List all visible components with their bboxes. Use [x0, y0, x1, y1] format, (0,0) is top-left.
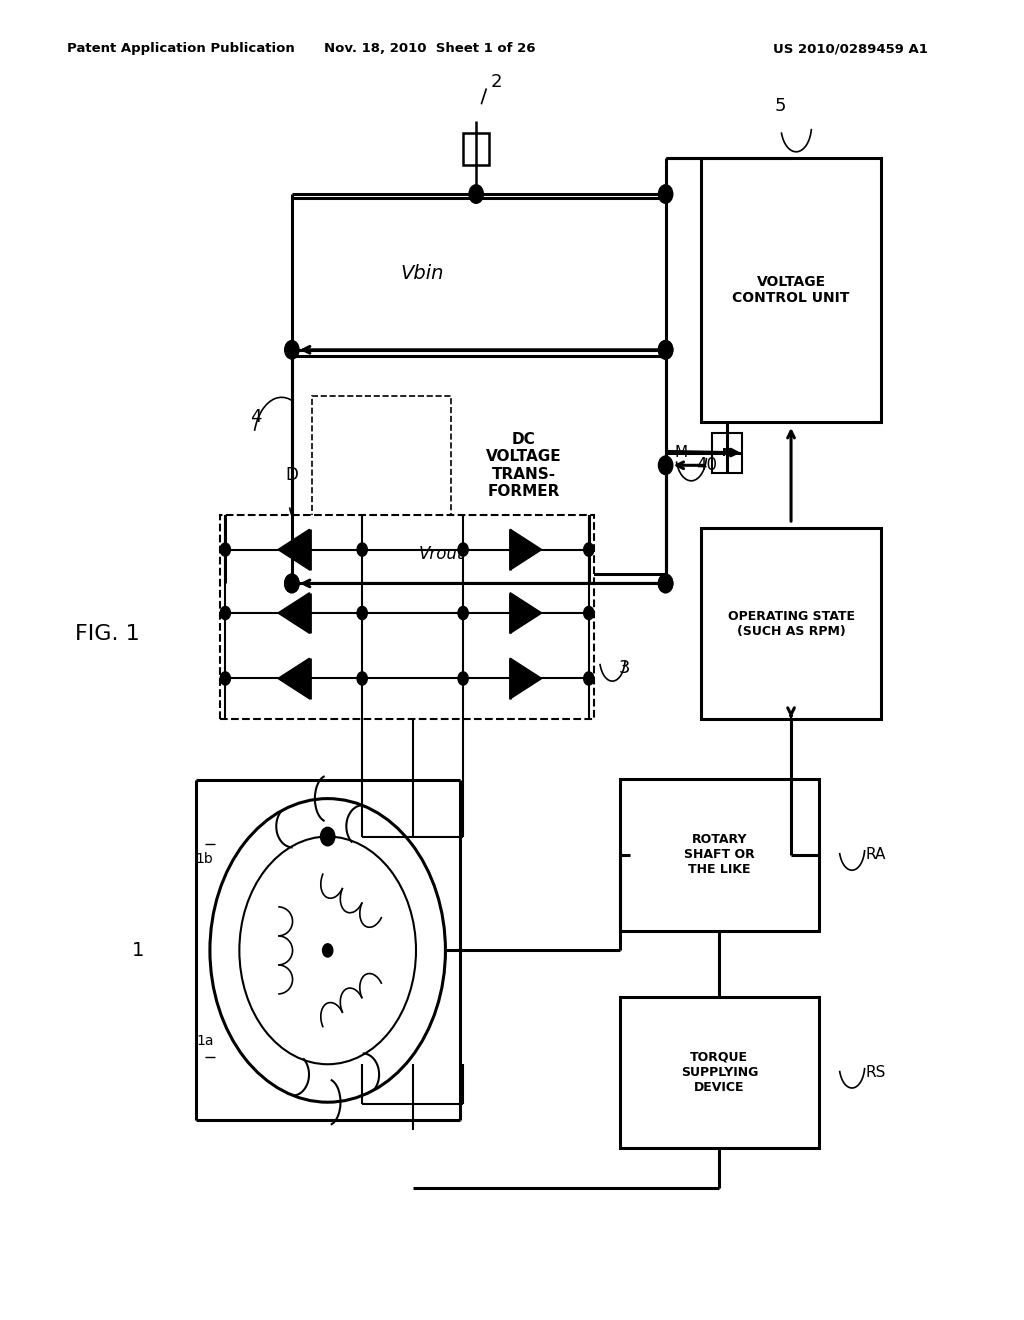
Bar [701, 528, 881, 719]
Circle shape [658, 341, 673, 359]
Circle shape [584, 672, 594, 685]
Text: 3: 3 [618, 659, 631, 677]
Circle shape [658, 341, 673, 359]
Polygon shape [510, 593, 542, 634]
Polygon shape [510, 529, 542, 570]
Text: VOLTAGE
CONTROL UNIT: VOLTAGE CONTROL UNIT [732, 276, 850, 305]
Circle shape [458, 606, 468, 619]
Circle shape [285, 341, 299, 359]
Text: 4: 4 [250, 408, 262, 426]
Bar [292, 356, 666, 574]
Bar [712, 433, 742, 473]
Text: RS: RS [865, 1065, 886, 1080]
Text: 40: 40 [696, 457, 717, 474]
Circle shape [658, 185, 673, 203]
Text: 2: 2 [490, 73, 503, 91]
Bar [312, 396, 451, 548]
Circle shape [658, 574, 673, 593]
Text: 1b: 1b [196, 853, 214, 866]
Text: US 2010/0289459 A1: US 2010/0289459 A1 [773, 42, 928, 55]
Text: FIG. 1: FIG. 1 [75, 623, 140, 644]
Circle shape [323, 944, 333, 957]
Text: Patent Application Publication: Patent Application Publication [67, 42, 294, 55]
Polygon shape [278, 593, 309, 634]
Circle shape [584, 543, 594, 556]
Circle shape [285, 574, 299, 593]
Bar [620, 997, 819, 1148]
Bar [620, 779, 819, 931]
Circle shape [357, 543, 368, 556]
Bar [220, 515, 594, 719]
Circle shape [584, 606, 594, 619]
Text: 5: 5 [775, 96, 786, 115]
Circle shape [357, 672, 368, 685]
Polygon shape [278, 659, 309, 698]
Circle shape [240, 837, 416, 1064]
Circle shape [658, 574, 673, 593]
Circle shape [220, 543, 230, 556]
Text: OPERATING STATE
(SUCH AS RPM): OPERATING STATE (SUCH AS RPM) [727, 610, 855, 638]
Bar [463, 133, 489, 165]
Circle shape [469, 185, 483, 203]
Bar [292, 198, 666, 350]
Circle shape [458, 672, 468, 685]
Text: Vbin: Vbin [401, 264, 444, 284]
Circle shape [458, 543, 468, 556]
Circle shape [357, 606, 368, 619]
Circle shape [321, 828, 335, 846]
Text: 1a: 1a [196, 1035, 214, 1048]
Text: 1: 1 [132, 941, 144, 960]
Polygon shape [278, 529, 309, 570]
Circle shape [220, 606, 230, 619]
Text: DC
VOLTAGE
TRANS-
FORMER: DC VOLTAGE TRANS- FORMER [485, 432, 561, 499]
Circle shape [220, 672, 230, 685]
Circle shape [285, 574, 299, 593]
Circle shape [658, 455, 673, 475]
Text: RA: RA [865, 847, 886, 862]
Text: M: M [675, 445, 687, 461]
Bar [701, 158, 881, 422]
Text: Vrout: Vrout [419, 545, 464, 564]
Polygon shape [510, 659, 542, 698]
Text: ROTARY
SHAFT OR
THE LIKE: ROTARY SHAFT OR THE LIKE [684, 833, 755, 876]
Text: TORQUE
SUPPLYING
DEVICE: TORQUE SUPPLYING DEVICE [681, 1051, 758, 1094]
Text: Nov. 18, 2010  Sheet 1 of 26: Nov. 18, 2010 Sheet 1 of 26 [325, 42, 536, 55]
Circle shape [210, 799, 445, 1102]
Text: M: M [722, 447, 732, 458]
Text: D: D [286, 466, 298, 484]
